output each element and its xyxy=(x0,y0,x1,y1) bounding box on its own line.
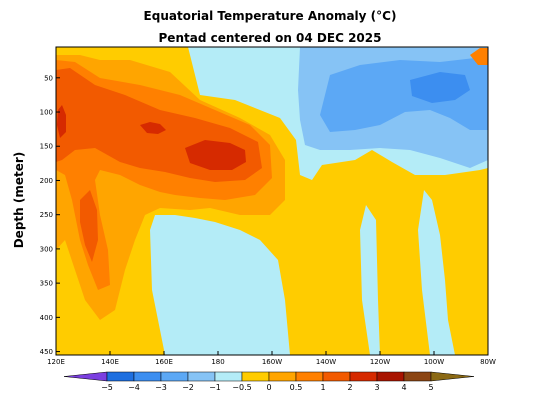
y-tick-label: 350 xyxy=(40,280,53,288)
anomaly-region-warm-2-deep xyxy=(80,190,98,262)
x-tick-label: 100W xyxy=(424,358,444,366)
anomaly-region-warm-3-dash xyxy=(140,122,166,134)
colorbar-label: 0 xyxy=(266,383,271,392)
y-tick-label: 100 xyxy=(40,109,53,117)
colorbar-label: −3 xyxy=(155,383,167,392)
colorbar-label: −1 xyxy=(209,383,221,392)
x-tick-label: 120E xyxy=(47,358,65,366)
colorbar-label: −5 xyxy=(101,383,113,392)
x-tick-label: 160E xyxy=(155,358,173,366)
x-tick-label: 140E xyxy=(101,358,119,366)
x-tick-label: 80W xyxy=(480,358,496,366)
y-tick-label: 300 xyxy=(40,245,53,253)
colorbar-label: 5 xyxy=(428,383,433,392)
colorbar-swatch xyxy=(63,371,108,382)
chart-title: Equatorial Temperature Anomaly (°C) xyxy=(144,9,397,23)
colorbar-swatch xyxy=(106,371,135,382)
y-tick-label: 400 xyxy=(40,314,53,322)
anomaly-region-east-cool-core xyxy=(410,72,470,103)
x-tick-label: 120W xyxy=(370,358,390,366)
x-tick-label: 140W xyxy=(316,358,336,366)
colorbar-label: 4 xyxy=(401,383,406,392)
colorbar-swatch xyxy=(214,371,243,382)
colorbar-label: −4 xyxy=(128,383,140,392)
y-axis-label: Depth (meter) xyxy=(12,152,26,249)
colorbar-swatch xyxy=(403,371,432,382)
y-tick-label: 200 xyxy=(40,177,53,185)
y-tick-label: 150 xyxy=(40,143,53,151)
colorbar-label: 2 xyxy=(347,383,352,392)
colorbar-label: 0.5 xyxy=(290,383,303,392)
colorbar-swatch xyxy=(241,371,270,382)
x-tick-label: 180 xyxy=(211,358,224,366)
anomaly-region-far-east-warm xyxy=(470,48,488,65)
anomaly-region-warm-3-west xyxy=(57,105,66,138)
chart-subtitle: Pentad centered on 04 DEC 2025 xyxy=(159,31,382,45)
x-tick-label: 160W xyxy=(262,358,282,366)
colorbar: −5 −4 −3 −2 −1 −0.5 0 0.5 1 2 3 4 5 xyxy=(63,371,475,392)
y-tick-label: 50 xyxy=(44,74,53,82)
colorbar-swatch xyxy=(430,371,475,382)
colorbar-swatch xyxy=(160,371,189,382)
y-tick-label: 450 xyxy=(40,348,53,356)
colorbar-label: −2 xyxy=(182,383,194,392)
y-axis: 50 100 150 200 250 300 350 400 450 xyxy=(40,74,60,356)
colorbar-label: 1 xyxy=(320,383,325,392)
colorbar-swatch xyxy=(295,371,324,382)
colorbar-label: −0.5 xyxy=(232,383,251,392)
colorbar-swatch xyxy=(322,371,351,382)
colorbar-swatch xyxy=(349,371,378,382)
anomaly-region-warm-3-180 xyxy=(185,140,246,170)
y-tick-label: 250 xyxy=(40,211,53,219)
colorbar-swatch xyxy=(187,371,216,382)
plot-area xyxy=(56,47,488,355)
colorbar-swatch xyxy=(268,371,297,382)
colorbar-swatch xyxy=(376,371,405,382)
x-axis: 120E 140E 160E 180 160W 140W 120W 100W 80W xyxy=(47,351,496,366)
colorbar-label: 3 xyxy=(374,383,379,392)
colorbar-swatch xyxy=(133,371,162,382)
